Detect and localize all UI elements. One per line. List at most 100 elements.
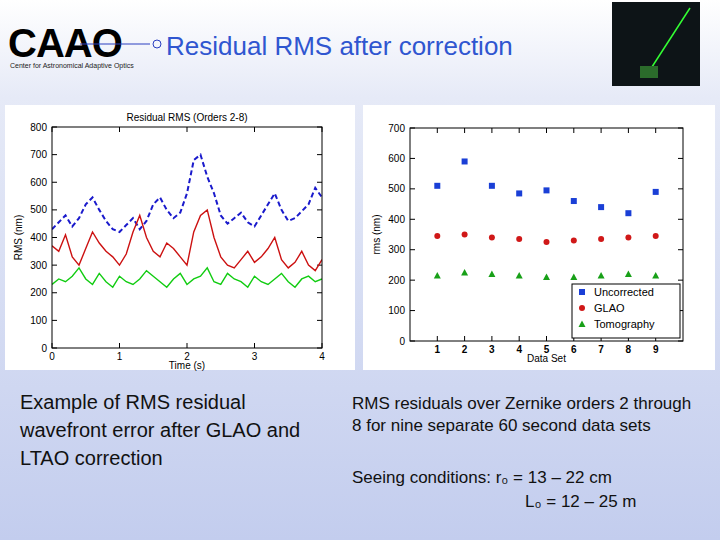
point [516,272,523,279]
y-axis-label: RMS (nm) [13,215,24,261]
point [516,236,522,242]
chart-title: Residual RMS (Orders 2-8) [126,112,247,123]
y-tick-label: 100 [30,315,47,326]
x-tick-label: 6 [571,344,577,355]
series-line [52,155,322,232]
point [598,272,605,279]
y-tick-label: 600 [30,177,47,188]
logo-star [153,40,161,48]
y-tick [678,158,683,159]
legend-label: Uncorrected [594,286,654,298]
point [652,272,659,279]
y-tick-label: 200 [30,287,47,298]
point [434,183,440,189]
x-tick [519,336,520,341]
x-tick [601,128,602,133]
y-tick-label: 500 [30,204,47,215]
x-tick [491,128,492,133]
y-tick [52,265,57,266]
y-tick [52,154,57,155]
point [488,271,495,278]
x-tick-label: 4 [319,351,325,362]
y-tick [410,219,415,220]
point [544,187,550,193]
point [544,239,550,245]
x-tick-label: 7 [598,344,604,355]
x-tick [254,127,255,132]
plot-frame [52,127,322,348]
y-tick-label: 500 [388,183,405,194]
point [434,272,441,279]
point [461,269,468,276]
y-tick [52,209,57,210]
y-tick [52,182,57,183]
x-tick-label: 1 [117,351,123,362]
y-tick [317,182,322,183]
point [653,189,659,195]
x-tick-label: 4 [516,344,522,355]
plot-data [52,155,322,288]
y-tick [678,280,683,281]
point [625,210,631,216]
series-line [52,210,322,271]
y-tick-label: 0 [399,336,405,347]
x-tick [437,336,438,341]
x-tick [573,128,574,133]
x-tick [119,343,120,348]
caption: L₀ = 12 – 25 m [525,492,637,512]
chart: 010020030040050060070080001234Time (s)RM… [5,105,355,371]
x-tick-label: 8 [626,344,632,355]
plot-frame [410,128,683,341]
chart: 0100200300400500600700123456789Data Setr… [363,105,715,370]
legend-marker [579,289,585,295]
x-tick [187,343,188,348]
x-tick-label: 3 [252,351,258,362]
photo-dome [640,66,658,78]
y-tick [410,310,415,311]
logo-rule [80,44,150,45]
point [462,158,468,164]
series-line [52,268,322,287]
y-tick-label: 0 [41,343,47,354]
y-tick [317,209,322,210]
caption: Example of RMS residual wavefront error … [20,388,325,472]
chart-panel [5,105,355,370]
logo-subtitle: Center for Astronomical Adaptive Optics [10,62,134,70]
photo-laser [650,8,690,70]
point [653,233,659,239]
y-tick-label: 400 [30,232,47,243]
x-tick [546,336,547,341]
y-tick [678,219,683,220]
y-tick [317,292,322,293]
legend-marker [579,321,586,328]
y-tick [410,158,415,159]
point [598,204,604,210]
point [598,236,604,242]
x-tick [491,336,492,341]
x-tick [464,336,465,341]
point [571,198,577,204]
y-tick-label: 700 [388,123,405,134]
x-tick-label: 9 [653,344,659,355]
y-tick-label: 600 [388,153,405,164]
legend-marker [579,305,585,311]
point [543,274,550,281]
y-tick [678,188,683,189]
x-tick-label: 3 [489,344,495,355]
y-tick [52,292,57,293]
y-tick [52,237,57,238]
legend-box [572,284,680,338]
x-tick-label: 0 [49,351,55,362]
y-tick-label: 100 [388,305,405,316]
caption: RMS residuals over Zernike orders 2 thro… [352,393,702,437]
point [462,232,468,238]
x-tick [546,128,547,133]
x-tick [464,128,465,133]
y-tick-label: 400 [388,214,405,225]
x-tick [187,127,188,132]
slide-title: Residual RMS after correction [166,31,513,61]
x-axis-label: Data Set [527,353,566,364]
y-tick-label: 800 [30,122,47,133]
caption: Seeing conditions: r₀ = 13 – 22 cm [352,468,612,488]
photo [612,2,700,86]
